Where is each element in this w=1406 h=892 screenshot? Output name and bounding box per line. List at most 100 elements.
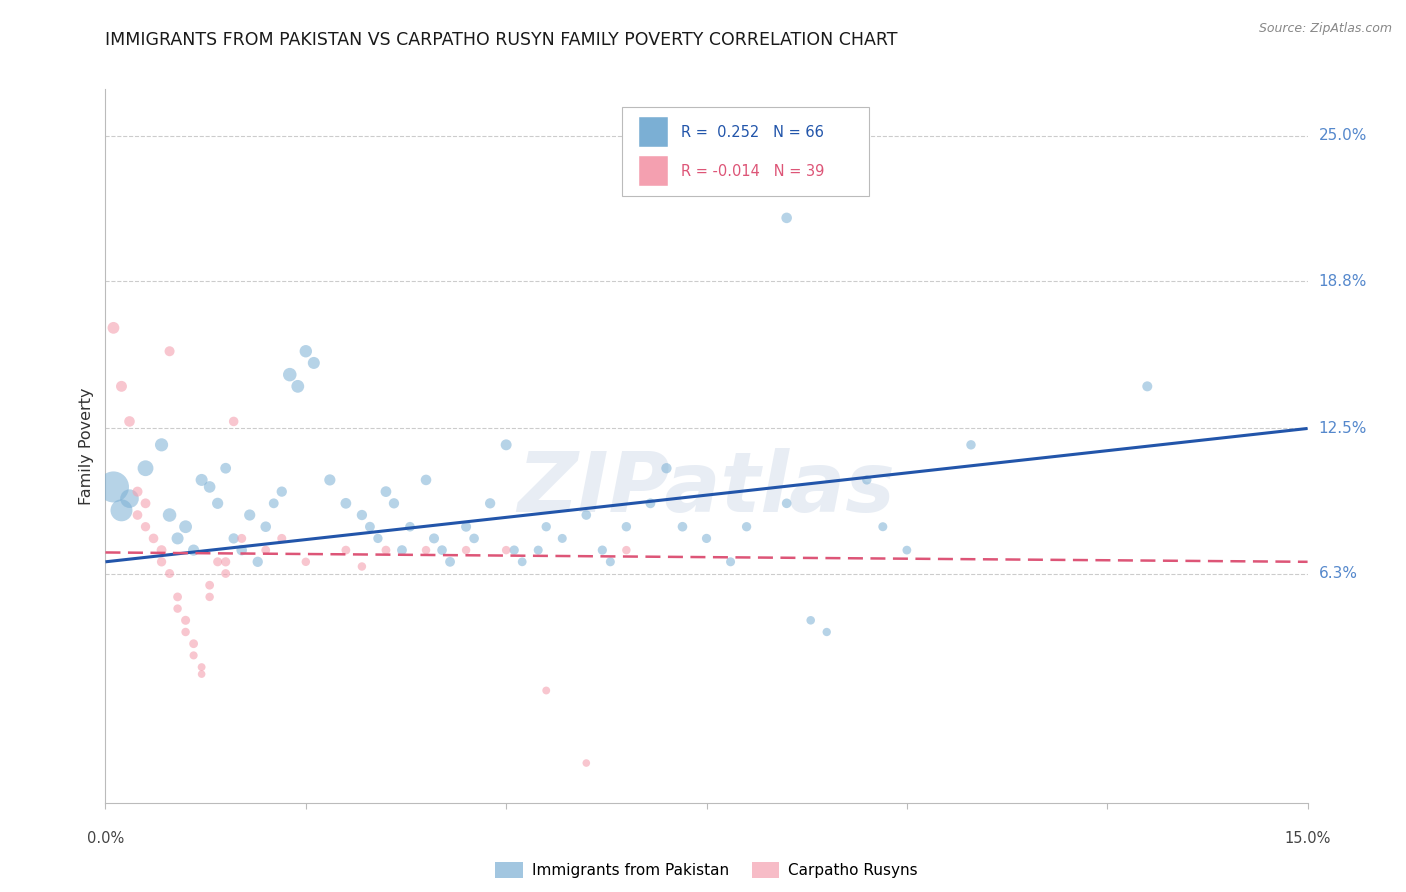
Point [527, 543, 550, 558]
Point [142, 532, 165, 546]
Point [696, 532, 718, 546]
Point [254, 543, 277, 558]
Point [166, 601, 188, 615]
Text: 0.0%: 0.0% [87, 830, 124, 846]
Point [640, 496, 662, 510]
Point [439, 555, 461, 569]
Point [855, 473, 877, 487]
Point [374, 543, 398, 558]
Text: 12.5%: 12.5% [1319, 421, 1367, 436]
Point [254, 519, 277, 533]
FancyBboxPatch shape [640, 156, 668, 186]
Point [960, 438, 983, 452]
Point [214, 566, 236, 581]
Point [166, 590, 188, 604]
Point [1136, 379, 1159, 393]
Point [616, 543, 638, 558]
Point [127, 484, 149, 499]
Legend: Immigrants from Pakistan, Carpatho Rusyns: Immigrants from Pakistan, Carpatho Rusyn… [489, 856, 924, 884]
Point [287, 379, 309, 393]
Point [103, 321, 125, 335]
Point [399, 519, 422, 533]
Point [231, 532, 253, 546]
Point [198, 480, 221, 494]
Point [166, 532, 188, 546]
Text: IMMIGRANTS FROM PAKISTAN VS CARPATHO RUSYN FAMILY POVERTY CORRELATION CHART: IMMIGRANTS FROM PAKISTAN VS CARPATHO RUS… [105, 31, 898, 49]
Point [222, 414, 245, 428]
Text: 25.0%: 25.0% [1319, 128, 1367, 144]
Point [815, 625, 838, 640]
Point [103, 480, 125, 494]
Point [135, 496, 157, 510]
Point [463, 532, 485, 546]
Text: R = -0.014   N = 39: R = -0.014 N = 39 [682, 164, 825, 178]
Point [263, 496, 285, 510]
Point [159, 508, 181, 522]
Point [359, 519, 381, 533]
Point [150, 543, 173, 558]
Point [135, 519, 157, 533]
Point [302, 356, 325, 370]
FancyBboxPatch shape [640, 117, 668, 147]
Point [190, 473, 212, 487]
Point [214, 461, 236, 475]
Point [214, 555, 236, 569]
Point [599, 555, 621, 569]
Point [350, 559, 373, 574]
Point [423, 532, 446, 546]
Point [295, 344, 318, 359]
Point [207, 555, 229, 569]
Point [503, 543, 526, 558]
Point [270, 484, 292, 499]
Text: 15.0%: 15.0% [1285, 830, 1330, 846]
Point [495, 543, 517, 558]
Point [510, 555, 533, 569]
Point [367, 532, 389, 546]
FancyBboxPatch shape [623, 107, 869, 196]
Point [551, 532, 574, 546]
Point [190, 660, 212, 674]
Point [335, 496, 357, 510]
Text: ZIPatlas: ZIPatlas [517, 449, 896, 529]
Point [278, 368, 301, 382]
Point [382, 496, 405, 510]
Point [183, 637, 205, 651]
Point [118, 414, 141, 428]
Point [735, 519, 758, 533]
Point [800, 613, 823, 627]
Point [776, 496, 799, 510]
Point [575, 756, 598, 770]
Point [591, 543, 613, 558]
Point [183, 648, 205, 663]
Point [231, 543, 253, 558]
Point [118, 491, 141, 506]
Text: R =  0.252   N = 66: R = 0.252 N = 66 [682, 125, 824, 139]
Point [159, 344, 181, 359]
Point [350, 508, 373, 522]
Point [110, 379, 132, 393]
Point [671, 519, 693, 533]
Point [575, 508, 598, 522]
Text: Source: ZipAtlas.com: Source: ZipAtlas.com [1258, 22, 1392, 36]
Point [896, 543, 918, 558]
Point [534, 519, 557, 533]
Point [534, 683, 557, 698]
Point [183, 543, 205, 558]
Point [127, 508, 149, 522]
Point [150, 438, 173, 452]
Point [190, 667, 212, 681]
Point [319, 473, 342, 487]
Point [198, 578, 221, 592]
Point [174, 613, 197, 627]
Point [135, 461, 157, 475]
Point [198, 590, 221, 604]
Point [720, 555, 742, 569]
Point [495, 438, 517, 452]
Point [295, 555, 318, 569]
Point [776, 211, 799, 225]
Point [374, 484, 398, 499]
Point [616, 519, 638, 533]
Point [246, 555, 269, 569]
Text: 6.3%: 6.3% [1319, 566, 1358, 581]
Point [391, 543, 413, 558]
